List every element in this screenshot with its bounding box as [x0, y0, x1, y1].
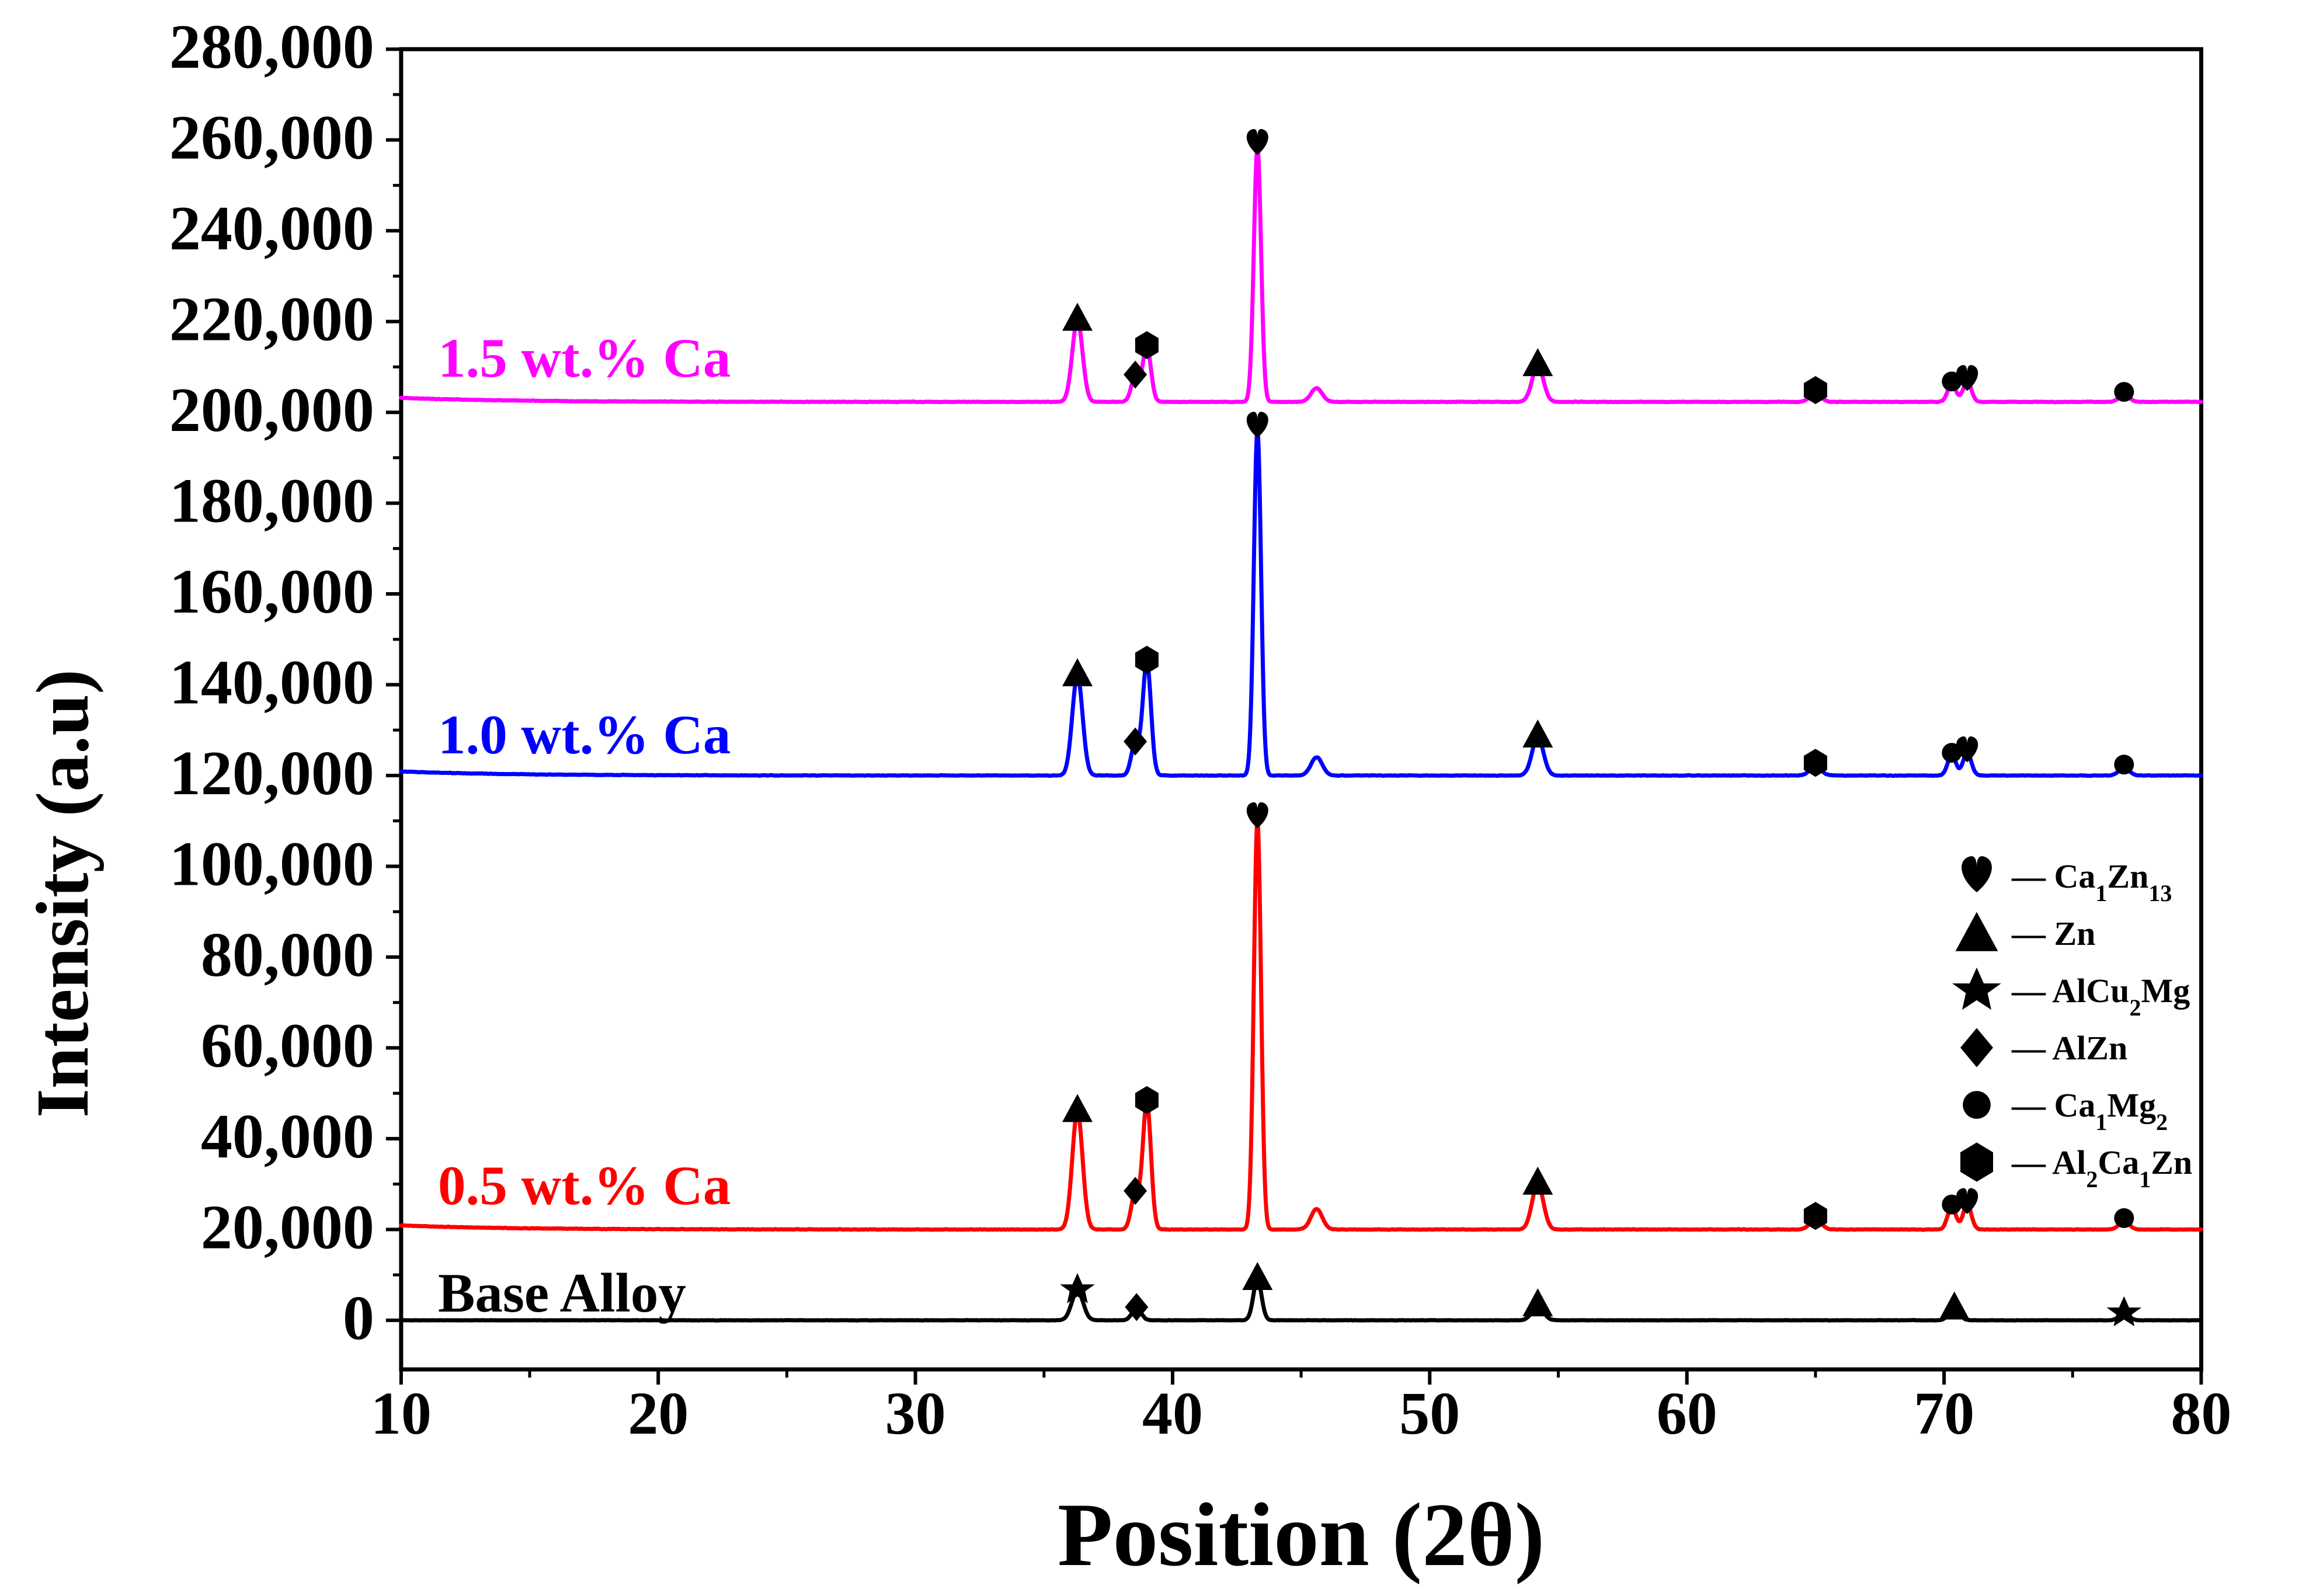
svg-text:120,000: 120,000 — [169, 739, 374, 808]
svg-text:160,000: 160,000 — [169, 557, 374, 627]
svg-text:30: 30 — [885, 1380, 946, 1447]
svg-text:Position (2θ): Position (2θ) — [1058, 1484, 1545, 1585]
svg-text:0.5 wt.% Ca: 0.5 wt.% Ca — [438, 1155, 731, 1216]
svg-text:20: 20 — [628, 1380, 688, 1447]
svg-text:40: 40 — [1142, 1380, 1203, 1447]
svg-text:100,000: 100,000 — [169, 830, 374, 899]
svg-text:80,000: 80,000 — [201, 920, 374, 990]
svg-text:50: 50 — [1399, 1380, 1460, 1447]
svg-text:70: 70 — [1914, 1380, 1974, 1447]
svg-text:60: 60 — [1657, 1380, 1717, 1447]
svg-text:240,000: 240,000 — [169, 194, 374, 263]
svg-text:180,000: 180,000 — [169, 467, 374, 536]
svg-text:280,000: 280,000 — [169, 12, 374, 82]
svg-text:80: 80 — [2171, 1380, 2231, 1447]
svg-text:260,000: 260,000 — [169, 103, 374, 173]
svg-text:Intensity (a.u): Intensity (a.u) — [21, 669, 104, 1118]
svg-text:1.5 wt.% Ca: 1.5 wt.% Ca — [438, 327, 731, 389]
svg-text:1.0 wt.% Ca: 1.0 wt.% Ca — [438, 704, 731, 766]
svg-text:Base Alloy: Base Alloy — [438, 1262, 686, 1324]
svg-text:200,000: 200,000 — [169, 375, 374, 445]
svg-text:— AlZn: — AlZn — [2011, 1029, 2127, 1067]
svg-text:0: 0 — [343, 1284, 374, 1353]
svg-text:10: 10 — [371, 1380, 432, 1447]
svg-text:60,000: 60,000 — [201, 1011, 374, 1080]
svg-text:220,000: 220,000 — [169, 285, 374, 354]
svg-text:— Zn: — Zn — [2011, 915, 2095, 952]
svg-text:140,000: 140,000 — [169, 648, 374, 718]
svg-text:20,000: 20,000 — [201, 1192, 374, 1262]
svg-text:40,000: 40,000 — [201, 1102, 374, 1171]
